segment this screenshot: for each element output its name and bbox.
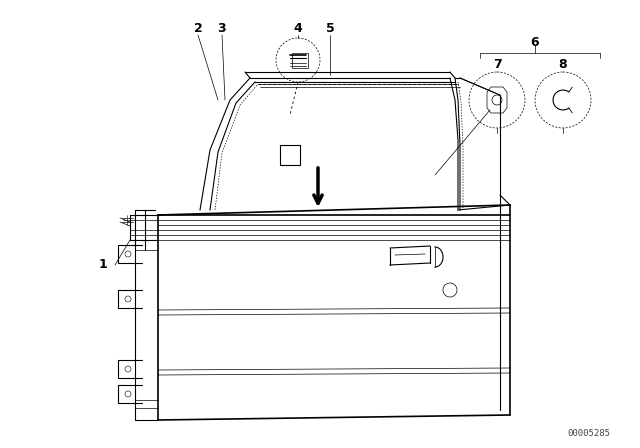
- Text: 6: 6: [531, 35, 540, 48]
- Text: 1: 1: [99, 258, 108, 271]
- Text: 7: 7: [493, 59, 501, 72]
- Text: 2: 2: [194, 22, 202, 34]
- Text: 5: 5: [326, 22, 334, 34]
- Text: 4: 4: [294, 22, 302, 34]
- Text: 3: 3: [218, 22, 227, 34]
- Text: 8: 8: [559, 59, 567, 72]
- Text: 00005285: 00005285: [567, 429, 610, 438]
